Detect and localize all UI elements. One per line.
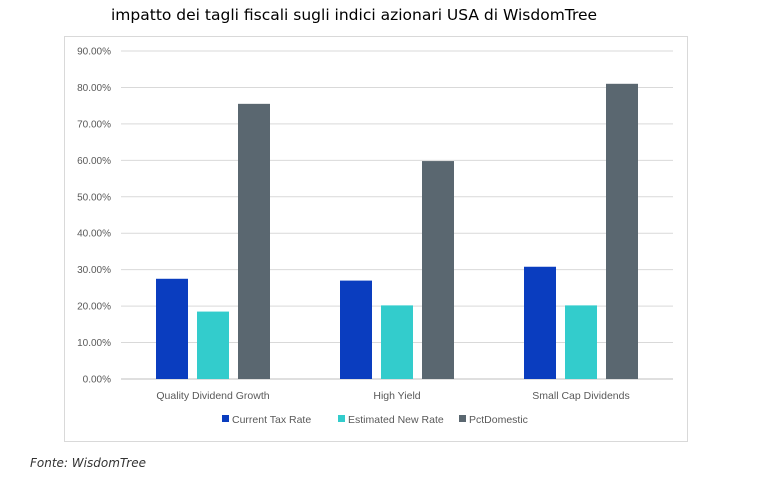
x-tick-label: High Yield [373,390,420,402]
legend: Current Tax Rate Estimated New Rate PctDom… [222,414,528,426]
bar [565,305,597,379]
chart-title: impatto dei tagli fiscali sugli indici a… [111,6,598,24]
legend-swatch [222,415,229,422]
legend-label: Estimated New Rate [348,414,444,426]
bar [524,266,556,379]
bar [381,305,413,379]
source-note: Fonte: WisdomTree [30,456,146,470]
y-tick-label: 50.00% [77,192,111,203]
x-axis-ticks: Quality Dividend Growth High Yield Small C… [156,390,629,402]
bar [197,311,229,379]
bar [156,278,188,379]
bar [422,161,454,379]
legend-label: Current Tax Rate [232,414,311,426]
y-tick-label: 30.00% [77,265,111,276]
y-tick-label: 70.00% [77,119,111,130]
legend-label: PctDomestic [469,414,528,426]
y-tick-label: 0.00% [83,375,111,386]
legend-swatch [338,415,345,422]
y-tick-label: 80.00% [77,83,111,94]
y-tick-label: 40.00% [77,229,111,240]
y-tick-label: 10.00% [77,338,111,349]
legend-swatch [459,415,466,422]
bar [606,83,638,380]
bar [238,103,270,379]
bar [340,280,372,379]
y-tick-label: 20.00% [77,302,111,313]
x-tick-label: Small Cap Dividends [532,390,629,402]
x-tick-label: Quality Dividend Growth [156,390,269,402]
y-tick-label: 60.00% [77,156,111,167]
bars [156,83,638,380]
y-axis-ticks: 0.00% 10.00% 20.00% 30.00% 40.00% 50.00% 60.00… [77,47,111,386]
y-tick-label: 90.00% [77,47,111,58]
